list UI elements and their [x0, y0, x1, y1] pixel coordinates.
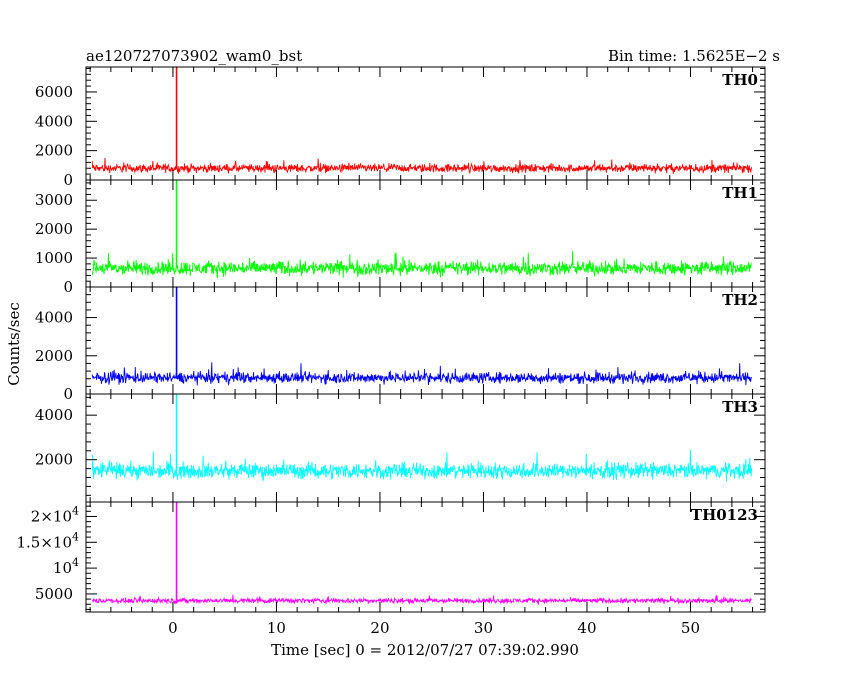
x-tick-label: 10 [267, 619, 286, 637]
y-tick-label-th2: 0 [63, 385, 73, 403]
x-tick-label: 40 [577, 619, 596, 637]
series-line-th0 [91, 158, 752, 175]
y-tick-label-th1: 2000 [35, 220, 73, 238]
x-tick-label: 20 [370, 619, 389, 637]
x-tick-label: 30 [474, 619, 493, 637]
y-tick-label-th1: 1000 [35, 249, 73, 267]
panel-th0123: 5000 104 1.5×104 2×104 TH0123 [16, 501, 766, 613]
y-tick-label-th0123: 2×104 [31, 504, 79, 525]
panel-th3: 2000 4000 TH3 [35, 393, 766, 503]
x-axis-label: Time [sec] 0 = 2012/07/27 07:39:02.990 [271, 641, 579, 659]
series-line-th2 [91, 362, 752, 387]
panel-th0: 0 2000 4000 6000 TH0 [35, 66, 766, 189]
y-tick-label-th0: 6000 [35, 83, 73, 101]
panel-label-th2: TH2 [722, 291, 758, 309]
bin-time-label: Bin time: 1.5625E−2 s [608, 47, 780, 65]
y-tick-label-th1: 3000 [35, 191, 73, 209]
panel-th2: 0 2000 4000 TH2 [35, 286, 766, 403]
panel-frame-th0123 [85, 501, 766, 613]
series-line-th0123 [92, 594, 752, 606]
y-tick-label-th3: 4000 [35, 406, 73, 424]
y-tick-label-th0123: 5000 [35, 585, 73, 603]
y-tick-label-th0: 4000 [35, 112, 73, 130]
panel-th1: 0 1000 2000 3000 TH1 [35, 179, 766, 296]
y-tick-label-th1: 0 [63, 278, 73, 296]
y-axis-label: Counts/sec [5, 302, 23, 386]
panel-label-th1: TH1 [722, 184, 758, 202]
panel-frame-th3 [85, 393, 766, 503]
panel-label-th0123: TH0123 [691, 506, 758, 524]
panel-label-th0: TH0 [722, 71, 758, 89]
y-tick-label-th2: 4000 [35, 309, 73, 327]
y-tick-label-th0: 0 [63, 171, 73, 189]
series-line-th3 [91, 449, 752, 482]
y-tick-label-th2: 2000 [35, 347, 73, 365]
panel-label-th3: TH3 [722, 398, 758, 416]
y-tick-label-th0123: 104 [53, 556, 79, 577]
series-line-th1 [91, 250, 752, 279]
y-tick-label-th0123: 1.5×104 [16, 530, 79, 551]
panel-frame-th0 [85, 66, 766, 181]
x-tick-label: 50 [681, 619, 700, 637]
y-tick-label-th0: 2000 [35, 142, 73, 160]
y-tick-label-th3: 2000 [35, 451, 73, 469]
x-tick-label: 0 [168, 619, 178, 637]
chart-title: ae120727073902_wam0_bst [86, 47, 302, 65]
